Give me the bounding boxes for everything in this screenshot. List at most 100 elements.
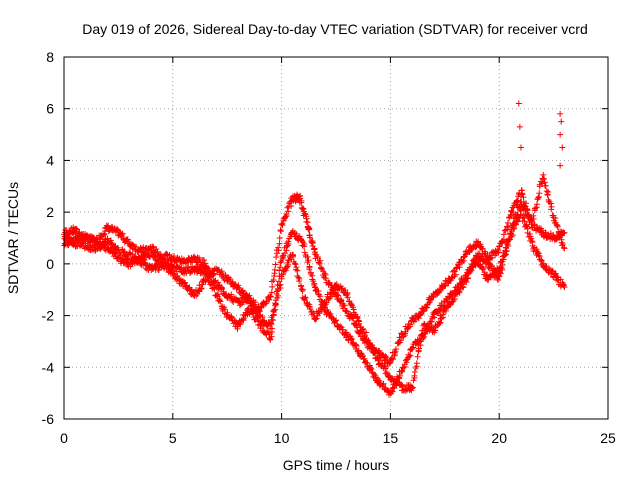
data-point: [137, 244, 144, 251]
data-point: [277, 228, 284, 235]
data-point: [116, 253, 123, 260]
y-tick-label: 2: [46, 204, 54, 220]
data-point: [383, 354, 390, 361]
data-point: [451, 295, 458, 302]
data-point: [561, 229, 568, 236]
data-point: [184, 264, 191, 271]
data-point: [273, 254, 280, 261]
data-point: [360, 325, 367, 332]
data-point: [198, 285, 205, 292]
data-point: [502, 251, 509, 258]
data-point: [438, 315, 445, 322]
data-point: [557, 276, 564, 283]
data-point: [418, 332, 425, 339]
data-point: [463, 271, 470, 278]
data-point: [124, 236, 131, 243]
data-point: [281, 250, 288, 257]
data-point: [277, 281, 284, 288]
data-point: [312, 249, 319, 256]
data-point: [472, 244, 479, 251]
data-point: [344, 294, 351, 301]
data-point: [245, 294, 252, 301]
data-point: [465, 275, 472, 282]
data-point: [313, 315, 320, 322]
data-point: [90, 234, 97, 241]
x-tick-label: 0: [60, 430, 68, 446]
data-point: [311, 284, 318, 291]
data-point: [533, 246, 540, 253]
data-point: [316, 260, 323, 267]
data-point: [101, 243, 108, 250]
data-point: [361, 355, 368, 362]
outlier-point: [517, 144, 524, 151]
data-point: [380, 380, 387, 387]
data-point: [365, 337, 372, 344]
data-point: [561, 284, 568, 291]
data-point: [506, 235, 513, 242]
data-point: [392, 378, 399, 385]
data-point: [374, 355, 381, 362]
data-point: [353, 343, 360, 350]
data-point: [306, 234, 313, 241]
data-point: [127, 251, 134, 258]
data-point: [508, 228, 515, 235]
data-point: [409, 384, 416, 391]
outlier-point: [559, 144, 566, 151]
data-point: [382, 365, 389, 372]
data-point: [368, 366, 375, 373]
data-point: [339, 285, 346, 292]
data-point: [499, 256, 506, 263]
data-point: [239, 316, 246, 323]
data-point: [503, 223, 510, 230]
data-point: [558, 239, 565, 246]
data-point: [164, 262, 171, 269]
data-point: [234, 297, 241, 304]
data-point: [542, 182, 549, 189]
data-point: [280, 271, 287, 278]
data-point: [292, 261, 299, 268]
data-point: [272, 301, 279, 308]
data-point: [269, 316, 276, 323]
data-point: [108, 224, 115, 231]
outlier-point: [557, 110, 564, 117]
data-point: [469, 264, 476, 271]
data-point: [459, 259, 466, 266]
data-point: [267, 325, 274, 332]
x-tick-label: 25: [600, 430, 616, 446]
y-tick-label: 4: [46, 152, 54, 168]
data-point: [267, 293, 274, 300]
data-point: [414, 353, 421, 360]
plot-frame: [63, 56, 609, 420]
data-point: [356, 320, 363, 327]
data-point: [510, 221, 517, 228]
data-point: [523, 222, 530, 229]
data-point: [348, 335, 355, 342]
data-point: [371, 347, 378, 354]
data-point: [326, 295, 333, 302]
data-point: [523, 206, 530, 213]
data-point: [332, 318, 339, 325]
data-point: [397, 372, 404, 379]
data-point: [100, 240, 107, 247]
data-point: [290, 253, 297, 260]
data-point: [275, 247, 282, 254]
data-point: [495, 247, 502, 254]
y-tick-label: 8: [46, 49, 54, 65]
data-point: [63, 227, 70, 234]
data-point: [503, 248, 510, 255]
data-point: [277, 227, 284, 234]
data-point: [306, 264, 313, 271]
data-point: [452, 271, 459, 278]
data-point: [150, 249, 157, 256]
data-point: [495, 277, 502, 284]
data-point: [521, 218, 528, 225]
data-point: [272, 261, 279, 268]
data-point: [269, 283, 276, 290]
data-point: [293, 230, 300, 237]
data-point: [202, 266, 209, 273]
data-point: [460, 284, 467, 291]
data-point: [304, 219, 311, 226]
data-point: [441, 283, 448, 290]
data-point: [341, 302, 348, 309]
